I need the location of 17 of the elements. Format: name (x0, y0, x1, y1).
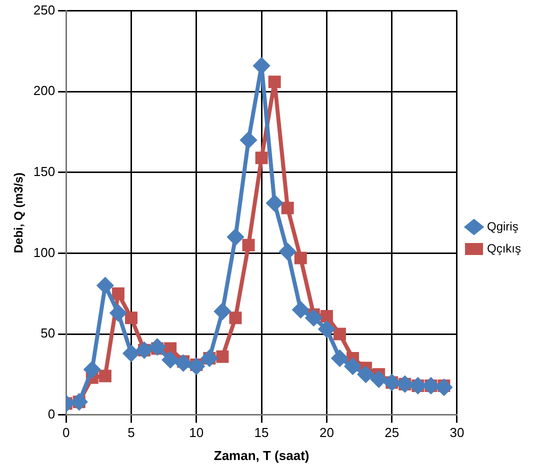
y-tick-label: 250 (33, 2, 56, 18)
y-tick-label: 150 (33, 164, 56, 179)
x-tick-label: 20 (319, 425, 334, 440)
x-axis-title: Zaman, T (saat) (214, 448, 310, 463)
x-tick-label: 30 (450, 425, 464, 440)
x-tick-label: 25 (384, 425, 400, 440)
y-tick-label: 100 (33, 244, 56, 260)
x-tick-label: 5 (128, 425, 135, 440)
x-tick-label: 10 (189, 425, 204, 440)
y-tick-label: 0 (48, 406, 56, 422)
y-tick-label: 50 (40, 326, 56, 341)
legend-label: Qgiriş (487, 219, 518, 234)
y-tick-label: 200 (33, 83, 56, 98)
legend-label: Qçıkış (487, 241, 522, 256)
x-tick-label: 0 (62, 425, 70, 440)
y-axis-title: Debi, Q (m3/s) (12, 172, 26, 254)
x-tick-label: 15 (254, 425, 269, 440)
